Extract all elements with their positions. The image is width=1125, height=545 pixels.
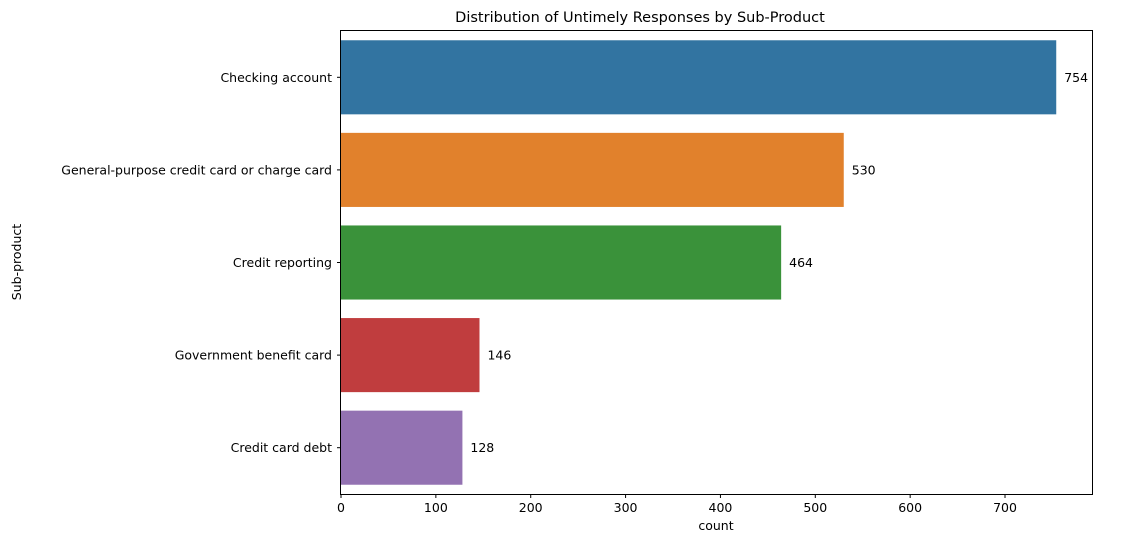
x-tick-label-2: 200 — [519, 500, 543, 515]
y-tick-label-0: Checking account — [220, 70, 332, 85]
bar-4 — [341, 410, 463, 485]
bar-2 — [341, 225, 782, 300]
x-tick-label-6: 600 — [898, 500, 922, 515]
bar-3 — [341, 318, 480, 393]
x-tick-label-0: 0 — [337, 500, 345, 515]
y-tick-label-3: Government benefit card — [175, 348, 332, 363]
x-tick-label-3: 300 — [614, 500, 638, 515]
data-label-0: 754 — [1064, 70, 1088, 85]
chart-title: Distribution of Untimely Responses by Su… — [455, 10, 825, 26]
bar-1 — [341, 132, 844, 207]
y-tick-label-4: Credit card debt — [231, 440, 332, 455]
x-axis-label: count — [698, 518, 733, 533]
x-tick-label-5: 500 — [803, 500, 827, 515]
data-labels: 754 530 464 146 128 — [470, 70, 1088, 455]
x-tick-label-7: 700 — [993, 500, 1017, 515]
data-label-1: 530 — [852, 162, 876, 177]
y-tick-label-2: Credit reporting — [233, 255, 332, 270]
x-axis: 0 100 200 300 400 500 600 700 — [337, 494, 1017, 515]
y-tick-labels: Checking account General-purpose credit c… — [61, 70, 341, 455]
y-axis-label: Sub-product — [9, 224, 24, 300]
bars-group — [341, 40, 1057, 485]
data-label-4: 128 — [470, 440, 494, 455]
bar-0 — [341, 40, 1057, 115]
data-label-2: 464 — [789, 255, 813, 270]
x-tick-label-1: 100 — [424, 500, 448, 515]
x-tick-label-4: 400 — [709, 500, 733, 515]
data-label-3: 146 — [487, 348, 511, 363]
y-tick-label-1: General-purpose credit card or charge ca… — [61, 162, 332, 177]
plot-frame — [340, 30, 1093, 495]
